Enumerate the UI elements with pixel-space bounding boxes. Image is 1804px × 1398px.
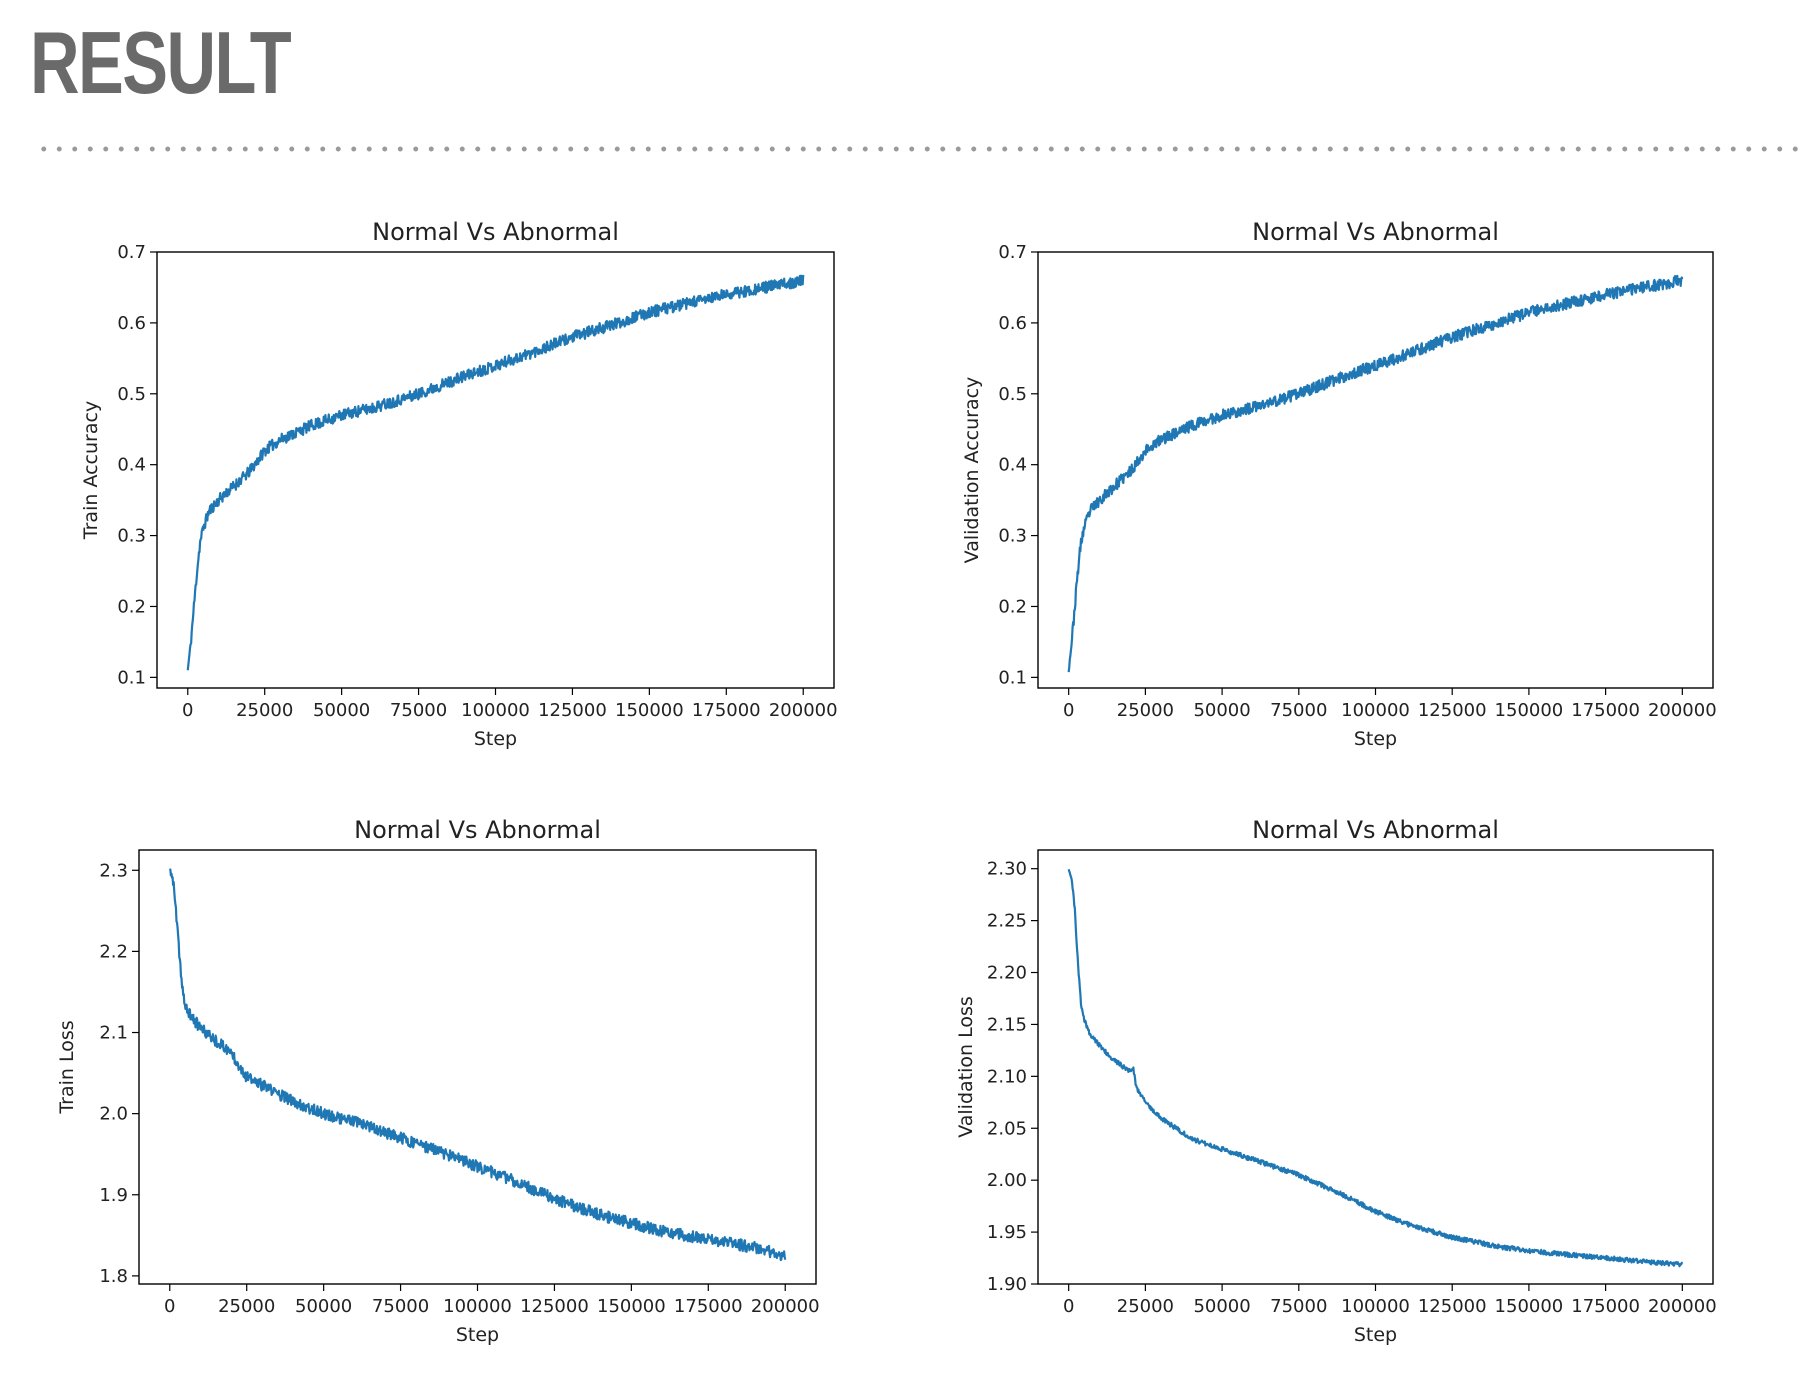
chart-validation-accuracy-xtick-label: 75000 xyxy=(1270,700,1327,721)
chart-train-loss-xlabel: Step xyxy=(456,1324,499,1346)
chart-train-loss-xtick-label: 0 xyxy=(164,1296,175,1317)
chart-train-loss-xtick-label: 75000 xyxy=(372,1296,429,1317)
chart-validation-accuracy-title: Normal Vs Abnormal xyxy=(1252,218,1499,246)
chart-validation-loss-xtick-label: 50000 xyxy=(1193,1296,1250,1317)
dotted-divider xyxy=(36,146,1804,152)
chart-validation-accuracy-xtick-label: 100000 xyxy=(1341,700,1410,721)
chart-validation-loss-ylabel: Validation Loss xyxy=(955,996,977,1138)
chart-validation-accuracy-ytick-label: 0.2 xyxy=(998,596,1027,617)
chart-validation-accuracy-xtick-label: 175000 xyxy=(1571,700,1640,721)
chart-validation-loss-ytick-label: 2.30 xyxy=(987,859,1027,880)
chart-train-accuracy-xtick-label: 150000 xyxy=(615,700,684,721)
chart-validation-accuracy-xtick-label: 125000 xyxy=(1418,700,1487,721)
chart-validation-loss: 0 25000 50000 75000 100000 125000 150000 175000… xyxy=(955,816,1717,1346)
chart-validation-loss-ytick-label: 2.15 xyxy=(987,1014,1027,1035)
chart-train-accuracy-xtick-label: 175000 xyxy=(692,700,761,721)
chart-train-loss-xtick-label: 100000 xyxy=(443,1296,512,1317)
chart-validation-loss-xtick-label: 25000 xyxy=(1117,1296,1174,1317)
chart-train-loss-ytick-label: 2.2 xyxy=(99,941,128,962)
chart-train-loss-xtick-label: 50000 xyxy=(295,1296,352,1317)
chart-train-accuracy-ytick-label: 0.3 xyxy=(117,526,146,547)
chart-validation-loss-series-line xyxy=(1067,869,1684,1268)
chart-validation-loss-xtick-label: 0 xyxy=(1063,1296,1074,1317)
chart-train-loss-xtick-label: 200000 xyxy=(751,1296,820,1317)
chart-train-accuracy-xtick-label: 100000 xyxy=(461,700,530,721)
chart-train-accuracy-ytick-label: 0.4 xyxy=(117,455,146,476)
chart-train-loss: 0 25000 50000 75000 100000 125000 150000 175000… xyxy=(56,816,820,1346)
chart-train-loss-ytick-label: 1.9 xyxy=(99,1185,128,1206)
chart-validation-accuracy-xtick-label: 150000 xyxy=(1495,700,1564,721)
chart-validation-loss-ytick-label: 1.95 xyxy=(987,1222,1027,1243)
chart-validation-loss-xtick-label: 150000 xyxy=(1495,1296,1564,1317)
chart-validation-accuracy-xlabel: Step xyxy=(1354,728,1397,750)
chart-validation-loss-xlabel: Step xyxy=(1354,1324,1397,1346)
chart-validation-accuracy-xtick-label: 50000 xyxy=(1193,700,1250,721)
chart-validation-loss-ytick-label: 2.20 xyxy=(987,963,1027,984)
chart-validation-accuracy-ylabel: Validation Accuracy xyxy=(961,377,983,564)
chart-validation-accuracy-ytick-label: 0.3 xyxy=(998,526,1027,547)
chart-validation-accuracy-xtick-label: 200000 xyxy=(1648,700,1717,721)
chart-validation-loss-xtick-label: 125000 xyxy=(1418,1296,1487,1317)
chart-train-accuracy-xtick-label: 75000 xyxy=(390,700,447,721)
chart-validation-accuracy-ytick-label: 0.1 xyxy=(998,667,1027,688)
chart-validation-loss-ytick-label: 2.05 xyxy=(987,1118,1027,1139)
chart-train-accuracy-xlabel: Step xyxy=(474,728,517,750)
chart-train-loss-ylabel: Train Loss xyxy=(56,1020,78,1114)
chart-train-accuracy-ytick-label: 0.2 xyxy=(117,596,146,617)
chart-validation-accuracy-xtick-label: 0 xyxy=(1063,700,1074,721)
chart-train-loss-xtick-label: 25000 xyxy=(218,1296,275,1317)
chart-validation-loss-xtick-label: 75000 xyxy=(1270,1296,1327,1317)
chart-validation-accuracy: 0 25000 50000 75000 100000 125000 150000 175000… xyxy=(961,218,1717,750)
chart-train-accuracy: 0 25000 50000 75000 100000 125000 150000 175000… xyxy=(80,218,838,750)
chart-train-loss-xtick-label: 175000 xyxy=(674,1296,743,1317)
chart-validation-accuracy-ytick-label: 0.7 xyxy=(998,242,1027,263)
chart-validation-loss-ytick-label: 2.00 xyxy=(987,1170,1027,1191)
chart-train-accuracy-series-line xyxy=(186,274,805,671)
chart-validation-loss-xtick-label: 100000 xyxy=(1341,1296,1410,1317)
chart-train-loss-title: Normal Vs Abnormal xyxy=(354,816,601,844)
chart-validation-accuracy-xtick-label: 25000 xyxy=(1117,700,1174,721)
chart-train-accuracy-title: Normal Vs Abnormal xyxy=(372,218,619,246)
chart-train-loss-ytick-label: 1.8 xyxy=(99,1266,128,1287)
chart-validation-loss-xtick-label: 175000 xyxy=(1571,1296,1640,1317)
chart-validation-loss-title: Normal Vs Abnormal xyxy=(1252,816,1499,844)
chart-train-loss-ytick-label: 2.1 xyxy=(99,1023,128,1044)
chart-train-accuracy-ytick-label: 0.1 xyxy=(117,667,146,688)
chart-train-loss-xtick-label: 125000 xyxy=(520,1296,589,1317)
chart-train-loss-xtick-label: 150000 xyxy=(597,1296,666,1317)
chart-validation-accuracy-ytick-label: 0.5 xyxy=(998,384,1027,405)
chart-train-loss-ytick-label: 2.0 xyxy=(99,1104,128,1125)
chart-validation-loss-frame xyxy=(1037,849,1714,1285)
chart-train-accuracy-xtick-label: 125000 xyxy=(538,700,607,721)
chart-validation-accuracy-ytick-label: 0.4 xyxy=(998,455,1027,476)
chart-train-accuracy-xtick-label: 200000 xyxy=(769,700,838,721)
chart-train-loss-ytick-label: 2.3 xyxy=(99,860,128,881)
chart-train-accuracy-ytick-label: 0.5 xyxy=(117,384,146,405)
chart-validation-accuracy-series-line xyxy=(1067,274,1684,673)
chart-train-accuracy-frame xyxy=(156,251,835,689)
chart-train-accuracy-xtick-label: 25000 xyxy=(236,700,293,721)
chart-validation-loss-ytick-label: 1.90 xyxy=(987,1274,1027,1295)
chart-validation-loss-ytick-label: 2.10 xyxy=(987,1066,1027,1087)
chart-train-accuracy-xtick-label: 0 xyxy=(182,700,193,721)
chart-validation-accuracy-ytick-label: 0.6 xyxy=(998,313,1027,334)
chart-train-accuracy-xtick-label: 50000 xyxy=(313,700,370,721)
slide-title: RESULT xyxy=(30,13,292,112)
chart-train-loss-series-line xyxy=(168,868,787,1262)
chart-train-accuracy-ytick-label: 0.6 xyxy=(117,313,146,334)
chart-validation-loss-xtick-label: 200000 xyxy=(1648,1296,1717,1317)
chart-validation-loss-ytick-label: 2.25 xyxy=(987,911,1027,932)
chart-train-accuracy-ytick-label: 0.7 xyxy=(117,242,146,263)
chart-validation-accuracy-frame xyxy=(1037,251,1714,689)
chart-train-accuracy-ylabel: Train Accuracy xyxy=(80,401,102,540)
